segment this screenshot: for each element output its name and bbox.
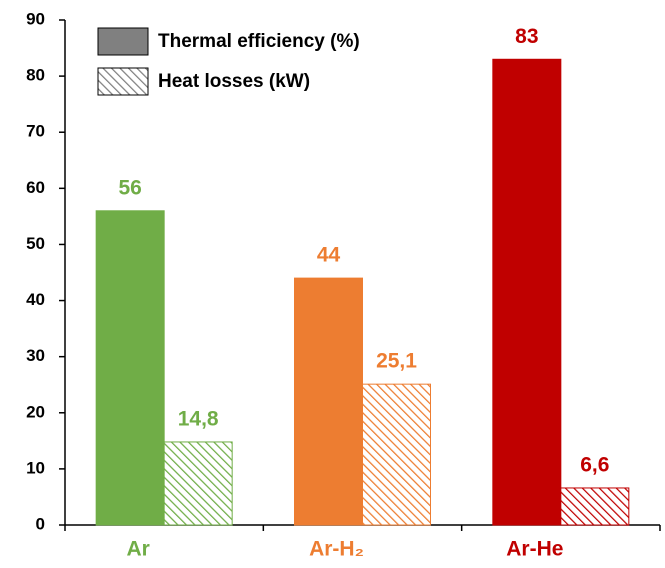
x-tick-label: Ar-H₂ [309, 538, 364, 561]
y-tick-label: 20 [26, 402, 45, 421]
bar [362, 383, 431, 526]
value-label: 44 [317, 244, 341, 267]
value-label: 25,1 [376, 350, 417, 373]
y-tick-label: 80 [26, 66, 45, 85]
legend-label: Thermal efficiency (%) [158, 31, 360, 52]
legend-swatch [97, 67, 149, 96]
bar [95, 210, 165, 526]
legend-swatch [97, 27, 149, 56]
y-tick-label: 30 [26, 346, 45, 365]
value-label: 56 [118, 176, 141, 199]
bar [294, 277, 363, 526]
bar [163, 441, 233, 526]
y-tick-label: 10 [26, 458, 45, 477]
y-tick-label: 40 [26, 290, 45, 309]
y-tick-label: 50 [26, 234, 45, 253]
y-tick-label: 60 [26, 178, 45, 197]
bar [560, 487, 630, 526]
y-tick-label: 70 [26, 122, 45, 141]
y-tick-label: 0 [36, 514, 45, 533]
value-label: 83 [515, 25, 538, 48]
value-label: 6,6 [580, 454, 609, 477]
x-tick-label: Ar-He [506, 538, 563, 561]
y-tick-label: 90 [26, 9, 45, 28]
x-tick-label: Ar [126, 538, 149, 561]
bar [492, 58, 562, 526]
legend-label: Heat losses (kW) [158, 71, 310, 92]
value-label: 14,8 [178, 408, 219, 431]
